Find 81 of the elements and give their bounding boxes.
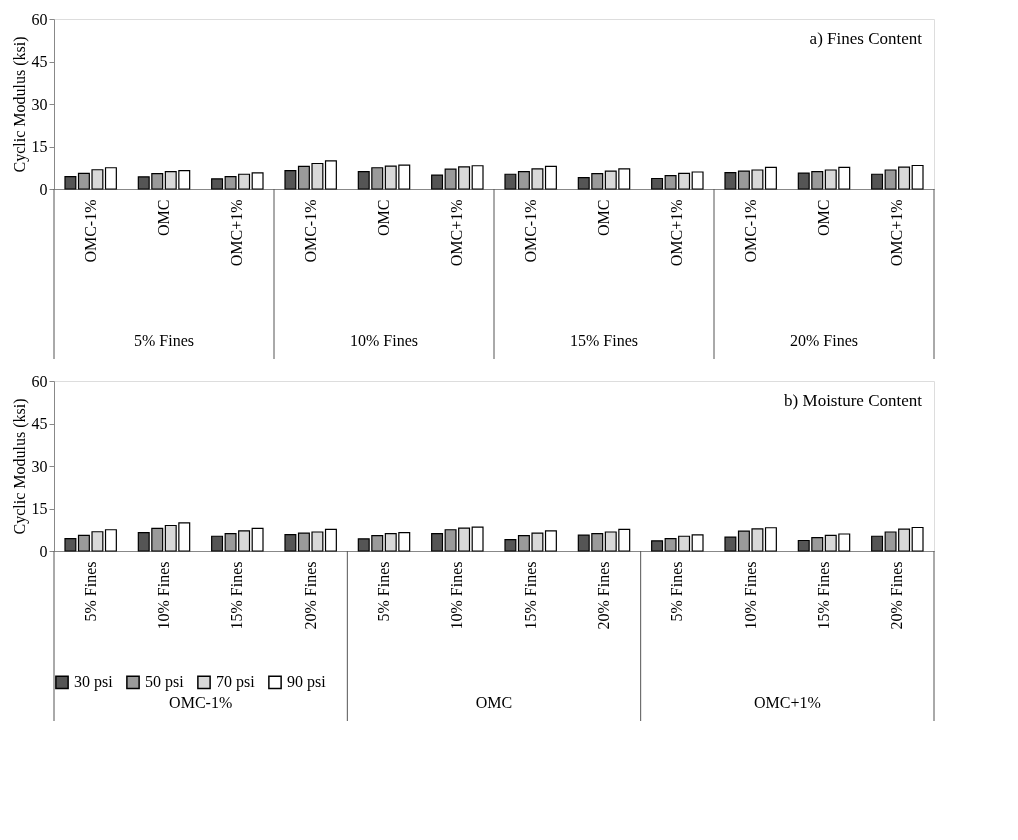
x-tick-label: OMC-1% [81, 199, 99, 263]
bar [64, 537, 77, 552]
annotation: a) Fines Content [809, 29, 923, 48]
bar [871, 535, 884, 552]
x-tick-label: 5% Fines [81, 561, 99, 622]
bar [431, 174, 444, 190]
bar [911, 526, 924, 552]
bar [724, 536, 737, 552]
y-tick-label: 45 [31, 53, 48, 70]
y-tick-label: 30 [31, 457, 48, 475]
x-tick-label: 5% Fines [668, 561, 686, 622]
bar [284, 533, 297, 552]
legend-label: 90 psi [287, 673, 327, 692]
bar [324, 160, 337, 190]
bar [431, 533, 444, 552]
x-tick-label: OMC [595, 199, 612, 236]
x-tick-label: 5% Fines [375, 561, 392, 622]
bar [211, 535, 224, 552]
bar [504, 173, 517, 190]
x-tick-label: 15% Fines [228, 561, 246, 630]
bar [211, 178, 224, 190]
y-tick-label: 60 [31, 10, 48, 28]
bar [324, 528, 337, 552]
bar [764, 166, 777, 190]
legend-label: 70 psi [216, 673, 256, 692]
bar [724, 171, 737, 190]
text: 20% Fines [790, 332, 858, 349]
x-tick-label: 10% Fines [448, 561, 466, 630]
text: 10% Fines [350, 332, 418, 349]
x-tick-label: 10% Fines [741, 561, 759, 630]
bar [691, 171, 704, 190]
bar [871, 173, 884, 190]
y-tick-label: 0 [39, 542, 48, 560]
x-tick-label: 10% Fines [155, 561, 172, 630]
text: OMC-1% [169, 694, 233, 711]
bar [911, 164, 924, 190]
y-tick-label: 45 [31, 415, 48, 432]
y-axis-title: Cyclic Modulus (ksi) [10, 398, 29, 535]
bar [544, 530, 557, 552]
x-tick-label: 20% Fines [301, 561, 319, 630]
bar [764, 527, 777, 552]
y-axis-title: Cyclic Modulus (ksi) [10, 36, 29, 173]
x-tick-label: OMC [815, 199, 832, 236]
bar [251, 527, 264, 552]
x-tick-label: OMC [375, 199, 392, 236]
text: OMC+1% [753, 694, 821, 711]
x-tick-label: OMC+1% [668, 199, 686, 267]
bar [104, 529, 117, 552]
bar [64, 175, 77, 190]
x-tick-label: OMC-1% [521, 199, 539, 263]
bar [251, 172, 264, 190]
x-tick-label: 20% Fines [888, 561, 906, 630]
bar [691, 534, 704, 552]
y-tick-label: 15 [31, 138, 48, 155]
bar [651, 177, 664, 190]
legend-label: 30 psi [74, 673, 114, 692]
annotation: b) Moisture Content [784, 391, 923, 410]
text: OMC [475, 694, 513, 711]
bar [104, 167, 117, 190]
bar [284, 169, 297, 190]
x-tick-label: 20% Fines [595, 561, 612, 630]
y-tick-label: 0 [39, 180, 48, 198]
x-tick-label: OMC+1% [888, 199, 906, 267]
y-tick-label: 30 [31, 95, 48, 113]
bar [471, 526, 484, 552]
x-tick-label: OMC-1% [301, 199, 319, 263]
text: 5% Fines [134, 332, 194, 349]
x-tick-label: OMC+1% [228, 199, 246, 267]
x-tick-label: 15% Fines [815, 561, 832, 630]
y-tick-label: 60 [31, 372, 48, 390]
x-tick-label: 15% Fines [521, 561, 539, 630]
bar [471, 165, 484, 190]
y-tick-label: 15 [31, 500, 48, 517]
x-tick-label: OMC+1% [448, 199, 466, 267]
text: 15% Fines [570, 332, 638, 349]
bar [651, 540, 664, 552]
x-tick-label: OMC-1% [741, 199, 759, 263]
bar [504, 539, 517, 552]
legend-label: 50 psi [145, 673, 185, 692]
x-tick-label: OMC [155, 199, 172, 236]
bar [544, 165, 557, 190]
